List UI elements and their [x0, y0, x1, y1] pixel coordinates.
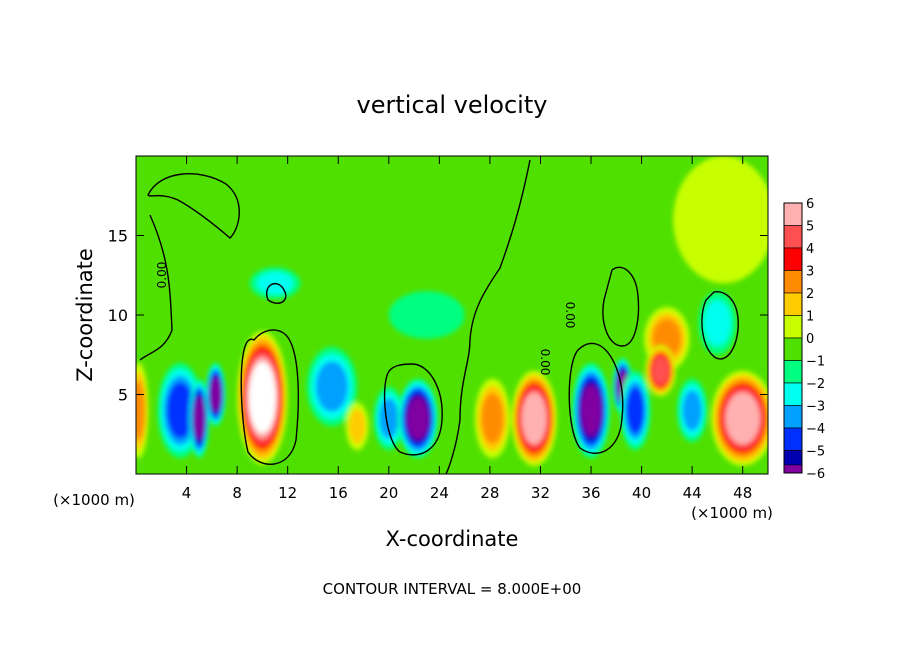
zero-contour-upper-left [147, 173, 240, 239]
x-tick-label-9: 40 [632, 484, 651, 502]
contour-labels: 0.00 0.00 0.00 [155, 262, 577, 376]
colorbar-label-5: 1 [806, 310, 814, 325]
heatmap-cell-11 [572, 362, 610, 459]
heatmap-cell-15 [645, 345, 676, 397]
zero-contour-left [139, 214, 173, 361]
heatmap-cell-5 [306, 346, 358, 427]
colorbar-label-9: −3 [806, 400, 825, 415]
heatmap-cell-3 [205, 362, 226, 427]
x-tick-label-6: 28 [480, 484, 499, 502]
heatmap-cell-21 [388, 291, 465, 339]
colorbar-frame [783, 202, 803, 474]
x-unit-right: (×1000 m) [691, 504, 773, 522]
zero-contour-top-right-island [602, 266, 640, 347]
y-tick-label-2: 15 [108, 227, 128, 246]
colorbar-label-1: 5 [806, 220, 814, 235]
zero-contour-center-cell [383, 363, 443, 456]
x-tick-label-11: 48 [733, 484, 752, 502]
colorbar-swatch-1 [783, 225, 803, 249]
x-tick-label-1: 8 [232, 484, 242, 502]
colorbar-swatch-7 [783, 360, 803, 384]
colorbar-swatch-8 [783, 382, 803, 406]
x-tick-label-5: 24 [430, 484, 449, 502]
colorbar-swatch-5 [783, 315, 803, 339]
x-tick-label-3: 16 [329, 484, 348, 502]
y-axis-ticks: 5 10 15 [108, 227, 768, 405]
zero-contour-far-right-island [701, 291, 739, 360]
colorbar-swatch-9 [783, 405, 803, 429]
heatmap-cell-2 [189, 378, 210, 459]
zero-contour-left-cell [240, 329, 299, 465]
colorbar-swatch-6 [783, 337, 803, 361]
colorbar-label-11: −5 [806, 445, 825, 460]
x-tick-label-7: 32 [531, 484, 550, 502]
colorbar-label-6: 0 [806, 332, 814, 347]
colorbar-swatch-2 [783, 247, 803, 271]
colorbar-label-7: −1 [806, 355, 825, 370]
colorbar-label-12: −6 [806, 467, 825, 482]
y-tick-label-0: 5 [118, 386, 128, 405]
heatmap-plot [136, 156, 768, 474]
heatmap-cell-8 [397, 378, 439, 459]
x-axis-ticks: 4 8 12 16 20 24 28 32 36 40 44 48 [182, 156, 752, 502]
contour-interval-footer: CONTOUR INTERVAL = 8.000E+00 [323, 580, 582, 598]
colorbar-label-3: 3 [806, 265, 814, 280]
heatmap-cell-0 [136, 362, 149, 459]
y-tick-label-1: 10 [108, 306, 128, 325]
colorbar-label-0: 6 [806, 197, 814, 212]
x-tick-label-0: 4 [182, 484, 192, 502]
x-axis-label: X-coordinate [386, 527, 519, 551]
colorbar-swatch-4 [783, 292, 803, 316]
zero-contour-mid [445, 159, 531, 474]
heatmap-cell-17 [711, 370, 768, 467]
heatmap-cell-7 [373, 386, 404, 451]
x-tick-label-2: 12 [278, 484, 297, 502]
colorbar-label-2: 4 [806, 242, 814, 257]
heatmap-cell-19 [673, 156, 768, 284]
colorbar-swatch-0 [783, 202, 803, 226]
colorbar-swatch-10 [783, 427, 803, 451]
x-tick-label-8: 36 [581, 484, 600, 502]
x-tick-label-4: 20 [379, 484, 398, 502]
heatmap-cell-10 [511, 370, 557, 467]
heatmap-cell-9 [474, 378, 511, 459]
heatmap-cell-18 [698, 291, 737, 355]
heatmap-cell-6 [345, 402, 369, 451]
colorbar-label-4: 2 [806, 287, 814, 302]
colorbar-swatch-3 [783, 270, 803, 294]
contour-lines [139, 159, 739, 474]
y-axis-label: Z-coordinate [73, 248, 97, 382]
contour-label-0: 0.00 [155, 262, 169, 289]
zero-contour-small-loop [266, 282, 287, 304]
heatmap-cell-16 [676, 378, 708, 443]
contour-label-2: 0.00 [538, 349, 552, 376]
zero-contour-right-cell [568, 342, 624, 454]
heatmap-cell-13 [620, 370, 651, 451]
chart-title: vertical velocity [357, 91, 548, 119]
colorbar: 6 5 4 3 2 1 0 −1 −2 −3 −4 −5 −6 [783, 197, 825, 482]
colorbar-label-10: −4 [806, 422, 825, 437]
colorbar-swatch-12 [783, 464, 803, 474]
contour-label-1: 0.00 [563, 302, 577, 329]
heatmap-cell-4 [237, 330, 288, 465]
x-tick-label-10: 44 [683, 484, 702, 502]
colorbar-label-8: −2 [806, 377, 825, 392]
x-unit-left: (×1000 m) [53, 491, 135, 509]
